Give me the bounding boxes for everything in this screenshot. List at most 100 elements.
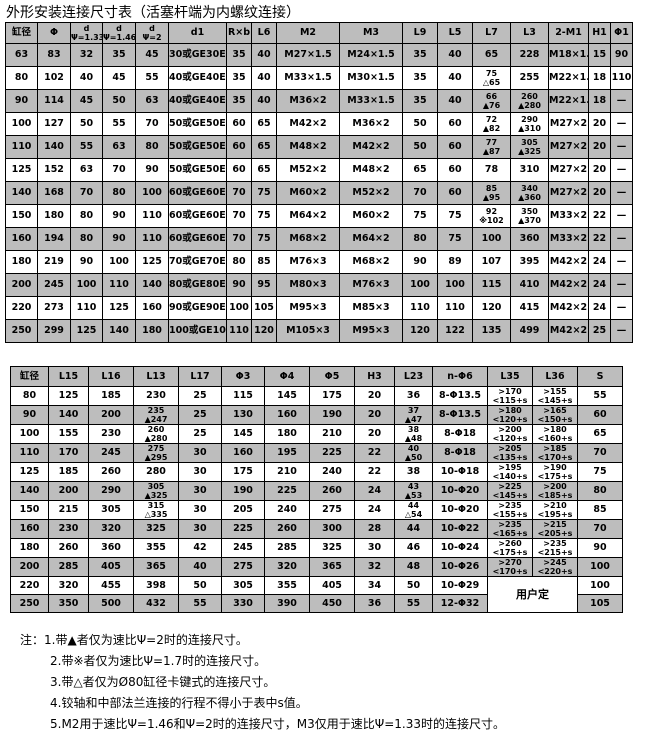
table-cell: >195 <140+s [487, 462, 533, 482]
table-row: 250299125140180100或GE100ES110120M105×3M9… [5, 319, 633, 343]
table-cell: d1 [168, 22, 227, 44]
table-cell: 125 [10, 462, 49, 482]
table-cell: 175 [221, 462, 265, 482]
table-cell: 89 [437, 250, 473, 274]
table-cell: 48 [394, 557, 433, 577]
table-cell: 50 [394, 576, 433, 595]
cell-line: Ψ=1.46 [103, 33, 136, 42]
table-cell: 38 ▲48 [394, 424, 433, 444]
table-cell: 20 [588, 135, 611, 159]
table-cell: 30 [178, 443, 222, 463]
note: 3.带△者仅为Ø80缸径卡键式的连接尺寸。 [20, 672, 505, 693]
cell-line: >225 [498, 482, 522, 492]
table-cell: 245 [221, 538, 265, 558]
table-cell: 140 [37, 135, 71, 159]
cell-line: <140+s [492, 472, 528, 481]
table-cell: M64×2 [339, 227, 403, 251]
cell-line: >210 [543, 501, 567, 511]
table-cell: L15 [48, 366, 89, 387]
table-cell: — [610, 250, 633, 274]
table-cell: 2-M1 [548, 22, 589, 44]
table-cell: 140 [102, 319, 136, 343]
table-cell: M68×2 [276, 227, 340, 251]
table-cell: 115 [472, 273, 511, 297]
table-cell: 130 [221, 405, 265, 425]
table-cell: 46 [394, 538, 433, 558]
cell-line: >215 [543, 520, 567, 530]
cell-line: >205 [498, 444, 522, 454]
cell-line: >260 [498, 539, 522, 549]
table-cell: 60或GE60ES [168, 227, 227, 251]
table-cell: 75 [251, 181, 277, 205]
table-cell: 260 ▲280 [133, 424, 179, 444]
table-cell: 194 [37, 227, 71, 251]
cell-line: 315 [147, 501, 165, 511]
table-cell: 70 [577, 443, 623, 463]
table-cell: 230 [133, 386, 179, 406]
table-cell: 250 [10, 594, 49, 613]
table-cell: 110 [70, 296, 103, 320]
table-cell: 190 [309, 405, 355, 425]
table-cell: >180 <160+s [532, 424, 578, 444]
table-cell: 250 [5, 319, 38, 343]
table-cell: d Ψ=2 [135, 22, 169, 44]
table-cell: 75 [251, 204, 277, 228]
table-cell: 缸径 [5, 22, 38, 44]
table-cell: 168 [37, 181, 71, 205]
table-cell: 125 [5, 158, 38, 182]
table-cell: M42×2 [548, 250, 589, 274]
cell-line: d [149, 24, 155, 33]
cell-line: >155 [543, 387, 567, 397]
cell-line: <170+s [492, 567, 528, 576]
table-cell: 125 [70, 319, 103, 343]
table-cell: L9 [402, 22, 438, 44]
cell-line: ▲95 [482, 193, 501, 202]
table-cell: 160 [135, 296, 169, 320]
table-cell: 360 [88, 538, 134, 558]
cell-line: ▲325 [518, 147, 541, 156]
cell-line: >180 [543, 425, 567, 435]
table-cell: 125 [102, 296, 136, 320]
cell-line: ▲280 [518, 101, 541, 110]
table-cell: 355 [133, 538, 179, 558]
table-cell: 70 [402, 181, 438, 205]
table-cell: 30或GE30ES [168, 43, 227, 67]
table-cell: 60 [577, 405, 623, 425]
table-cell: H1 [588, 22, 611, 44]
cell-line: <160+s [537, 434, 573, 443]
table-cell: 8-Φ18 [432, 443, 488, 463]
cell-line: ▲47 [404, 415, 423, 424]
table-cell: 40或GE40ES [168, 89, 227, 113]
table-cell: — [610, 273, 633, 297]
table-cell: 65 [577, 424, 623, 444]
cell-line: >235 [498, 520, 522, 530]
table-cell: M33×1.5 [339, 89, 403, 113]
table-cell: 36 [394, 386, 433, 406]
table-cell: 50或GE50ES [168, 112, 227, 136]
table-cell: 225 [264, 481, 310, 501]
cell-line: 340 [521, 184, 538, 193]
cell-line: ▲50 [404, 453, 423, 462]
table-cell: 60 [437, 135, 473, 159]
table-cell: 75 [402, 204, 438, 228]
table-cell: L5 [437, 22, 473, 44]
table-cell: 80 [135, 135, 169, 159]
table-cell: — [610, 181, 633, 205]
table-cell: 30 [354, 538, 395, 558]
table-cell: 50 [402, 135, 438, 159]
table-cell: 10-Φ24 [432, 538, 488, 558]
table-cell: 122 [437, 319, 473, 343]
table-cell: 240 [309, 462, 355, 482]
table-cell: 65 [402, 158, 438, 182]
table-cell: 72 ▲82 [472, 112, 511, 136]
table-cell: 100 [135, 181, 169, 205]
table-cell: M27×2 [548, 181, 589, 205]
table-cell: 10-Φ20 [432, 481, 488, 501]
table-cell: 160 [5, 227, 38, 251]
table-cell: 180 [37, 204, 71, 228]
table-cell: 50或GE50ES [168, 135, 227, 159]
table-cell: M30×1.5 [339, 66, 403, 90]
table-cell: 55 [577, 386, 623, 406]
table-cell: 10-Φ29 [432, 576, 488, 595]
table-cell: 55 [70, 135, 103, 159]
